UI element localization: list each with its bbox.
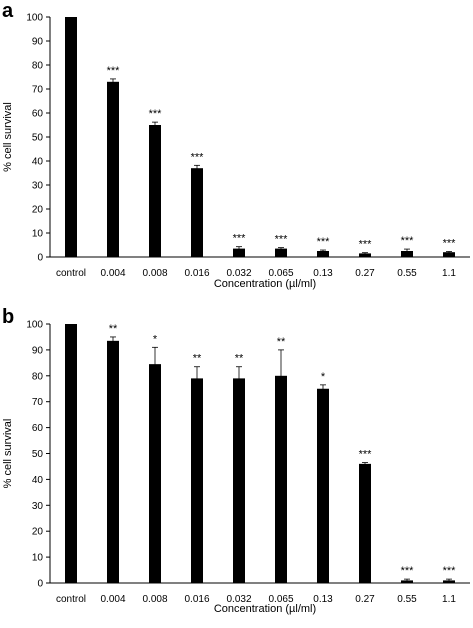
bar bbox=[401, 251, 413, 257]
x-tick-label: 0.55 bbox=[397, 268, 417, 279]
significance-label: ** bbox=[277, 336, 286, 348]
bar bbox=[317, 388, 329, 583]
significance-label: *** bbox=[401, 235, 415, 247]
significance-label: *** bbox=[107, 65, 121, 77]
y-tick-label: 60 bbox=[32, 109, 44, 120]
x-tick-labels-a: control 0.004 0.008 0.016 0.032 0.065 0.13 0.27… bbox=[56, 268, 456, 279]
bar bbox=[233, 378, 245, 583]
x-tick-label: 0.004 bbox=[100, 594, 125, 605]
chart-panel-a: a *** *** *** *** *** *** *** *** *** 0 10 20 30 40 5… bbox=[2, 0, 470, 290]
y-tick-label: 10 bbox=[32, 229, 44, 240]
x-tick-label: 0.27 bbox=[355, 594, 375, 605]
y-tick-label: 80 bbox=[32, 371, 44, 382]
y-tick-labels-a: 0 10 20 30 40 50 60 70 80 90 100 bbox=[26, 13, 43, 264]
y-tick-label: 70 bbox=[32, 397, 44, 408]
bar bbox=[191, 168, 203, 257]
x-tick-label: 0.55 bbox=[397, 594, 417, 605]
bar bbox=[233, 248, 245, 257]
error-bars-a bbox=[110, 78, 452, 255]
significance-label: * bbox=[153, 333, 158, 345]
bar bbox=[191, 378, 203, 583]
y-tick-label: 90 bbox=[32, 345, 44, 356]
bar bbox=[65, 17, 77, 257]
bar bbox=[317, 251, 329, 257]
y-tick-label: 20 bbox=[32, 527, 44, 538]
x-tick-label: 0.27 bbox=[355, 268, 375, 279]
x-tick-label: 1.1 bbox=[442, 594, 456, 605]
y-tick-label: 30 bbox=[32, 501, 44, 512]
panel-letter-b: b bbox=[2, 306, 14, 328]
axes-b bbox=[46, 323, 470, 584]
y-tick-label: 0 bbox=[37, 253, 43, 264]
significance-label: *** bbox=[149, 108, 163, 120]
significance-label: ** bbox=[193, 353, 202, 365]
x-tick-label: 0.13 bbox=[313, 268, 333, 279]
y-tick-label: 50 bbox=[32, 449, 44, 460]
bar bbox=[149, 125, 161, 257]
axes-a bbox=[46, 16, 470, 258]
bar bbox=[107, 81, 119, 257]
y-tick-label: 20 bbox=[32, 205, 44, 216]
bar bbox=[275, 248, 287, 257]
y-tick-label: 90 bbox=[32, 37, 44, 48]
significance-label: *** bbox=[359, 449, 373, 461]
y-tick-label: 0 bbox=[37, 579, 43, 590]
x-tick-label: control bbox=[56, 594, 86, 605]
significance-label: *** bbox=[401, 565, 415, 577]
significance-label: * bbox=[321, 371, 326, 383]
significance-label: *** bbox=[317, 236, 331, 248]
y-tick-label: 60 bbox=[32, 423, 44, 434]
x-tick-label: 0.13 bbox=[313, 594, 333, 605]
y-tick-label: 30 bbox=[32, 181, 44, 192]
bars-b bbox=[65, 324, 455, 583]
x-axis-title-b: Concentration (µl/ml) bbox=[214, 603, 316, 615]
bar bbox=[65, 324, 77, 583]
x-tick-label: 0.032 bbox=[226, 268, 251, 279]
significance-label: ** bbox=[235, 353, 244, 365]
bars-a bbox=[65, 17, 455, 257]
y-tick-label: 40 bbox=[32, 157, 44, 168]
y-tick-label: 100 bbox=[26, 13, 43, 24]
y-tick-labels-b: 0 10 20 30 40 50 60 70 80 90 100 bbox=[26, 320, 43, 590]
bar bbox=[275, 375, 287, 583]
y-tick-label: 50 bbox=[32, 133, 44, 144]
x-tick-labels-b: control 0.004 0.008 0.016 0.032 0.065 0.13 0.27… bbox=[56, 594, 456, 605]
x-tick-label: 0.065 bbox=[268, 268, 293, 279]
x-tick-label: 1.1 bbox=[442, 268, 456, 279]
x-tick-label: 0.016 bbox=[184, 268, 209, 279]
x-tick-label: control bbox=[56, 268, 86, 279]
significance-label: *** bbox=[233, 233, 247, 245]
y-tick-label: 80 bbox=[32, 61, 44, 72]
panel-letter-a: a bbox=[2, 0, 14, 22]
y-tick-label: 70 bbox=[32, 85, 44, 96]
y-axis-title-b: % cell survival bbox=[2, 419, 14, 489]
significance-labels-b: ***** *********** *** bbox=[109, 323, 456, 577]
x-tick-label: 0.016 bbox=[184, 594, 209, 605]
bar bbox=[107, 340, 119, 583]
chart-panel-b: b ***** *********** *** 010203040506070809… bbox=[2, 306, 470, 615]
y-tick-label: 40 bbox=[32, 475, 44, 486]
significance-label: *** bbox=[359, 239, 373, 251]
error-bars-b bbox=[110, 336, 452, 582]
x-tick-label: 0.008 bbox=[142, 594, 167, 605]
x-axis-title-a: Concentration (µl/ml) bbox=[214, 278, 316, 290]
bar bbox=[149, 364, 161, 583]
significance-label: *** bbox=[275, 234, 289, 246]
significance-labels-a: *** *** *** *** *** *** *** *** *** bbox=[107, 65, 457, 251]
x-tick-label: 0.065 bbox=[268, 594, 293, 605]
significance-label: ** bbox=[109, 323, 118, 335]
y-tick-label: 10 bbox=[32, 553, 44, 564]
x-tick-label: 0.032 bbox=[226, 594, 251, 605]
significance-label: *** bbox=[191, 151, 205, 163]
y-tick-label: 100 bbox=[26, 320, 43, 331]
x-tick-label: 0.004 bbox=[100, 268, 125, 279]
bar bbox=[359, 253, 371, 257]
significance-label: *** bbox=[443, 237, 457, 249]
y-axis-title-a: % cell survival bbox=[2, 102, 14, 172]
bar bbox=[359, 463, 371, 583]
significance-label: *** bbox=[443, 565, 457, 577]
x-tick-label: 0.008 bbox=[142, 268, 167, 279]
bar bbox=[443, 252, 455, 257]
